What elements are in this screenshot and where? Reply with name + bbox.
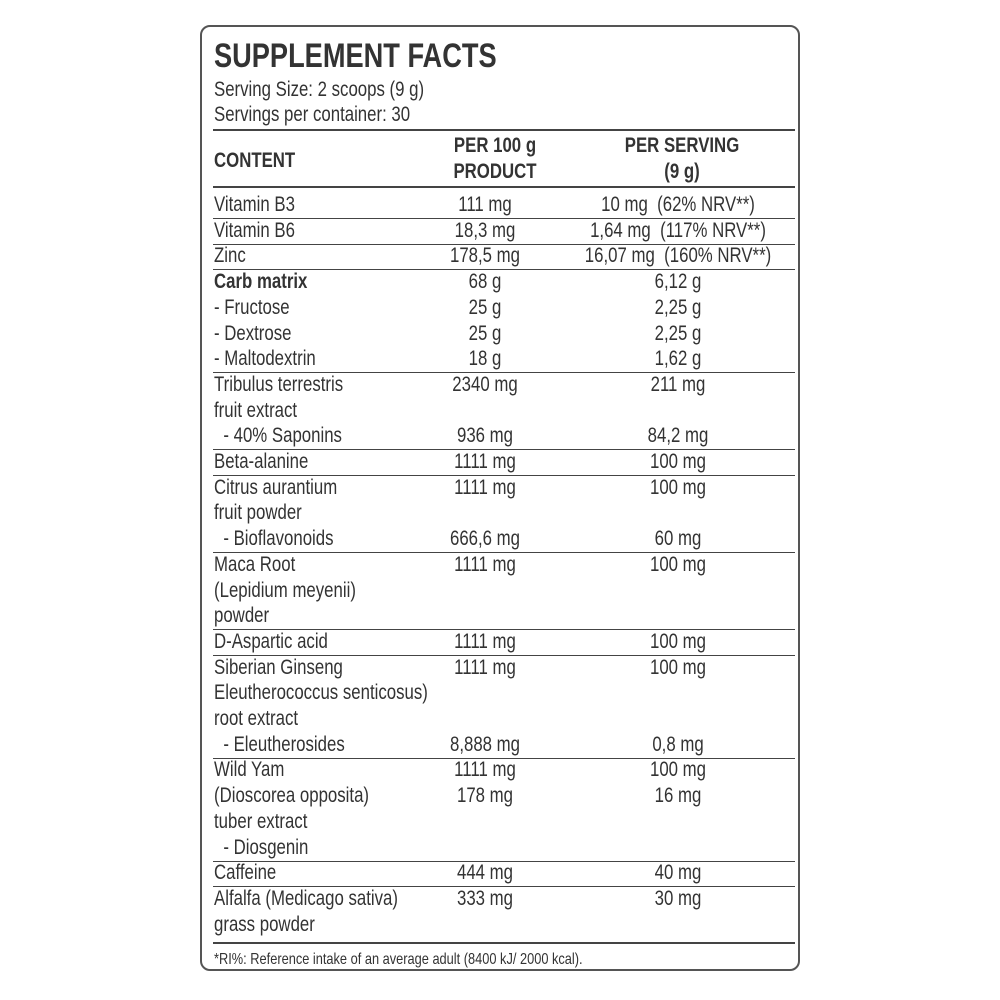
servings-per-container: Servings per container: 30: [214, 103, 411, 126]
ingredient-name: Vitamin B6: [214, 218, 295, 242]
serving-size: Serving Size: 2 scoops (9 g): [214, 78, 425, 101]
per-100g-value: 68 g: [468, 270, 502, 294]
ingredient-name: Beta-alanine: [214, 450, 309, 473]
per-100g-value: 1111 mg: [454, 655, 516, 679]
ingredient-name: (Dioscorea opposita): [214, 784, 370, 808]
divider: [213, 757, 795, 759]
ingredient-name: Carb matrix: [214, 270, 308, 294]
ingredient-name: - Maltodextrin: [214, 347, 316, 371]
ingredient-name: - Bioflavonoids: [214, 527, 334, 551]
per-serving-value: 0,8 mg: [652, 732, 704, 756]
per-serving-value: 100 mg: [649, 552, 707, 576]
ingredient-name: Caffeine: [214, 861, 277, 885]
ingredient-name: Tribulus terrestris: [214, 372, 344, 396]
divider: [213, 475, 795, 476]
per-serving-value: 1,62 g: [654, 347, 702, 371]
ingredient-name: - Dextrose: [214, 321, 292, 345]
footnote: *RI%: Reference intake of an average adu…: [214, 951, 583, 968]
ingredient-name: root extract: [214, 707, 299, 730]
per-serving-value: 100 mg: [649, 450, 707, 473]
per-100g-value: 444 mg: [456, 861, 514, 885]
per-serving-value: 84,2 mg: [647, 424, 709, 448]
per-serving-value: 2,25 g: [654, 321, 702, 345]
facts-panel: [200, 25, 800, 971]
divider: [213, 186, 795, 188]
column-header: CONTENT: [214, 149, 296, 172]
divider: [213, 269, 795, 271]
per-serving-value: 10 mg (62% NRV**): [601, 193, 755, 216]
per-100g-value: 178 mg: [456, 784, 514, 808]
per-100g-value: 111 mg: [458, 193, 512, 216]
ingredient-name: Zinc: [214, 244, 246, 268]
ingredient-name: Maca Root: [214, 552, 296, 576]
per-100g-value: 2340 mg: [452, 372, 518, 396]
ingredient-name: tuber extract: [214, 809, 308, 833]
divider: [213, 449, 795, 451]
ingredient-name: Alfalfa (Medicago sativa): [214, 886, 398, 910]
divider: [213, 552, 795, 554]
per-serving-value: 100 mg: [649, 655, 707, 679]
per-100g-value: 936 mg: [456, 424, 514, 448]
divider: [213, 218, 795, 219]
per-serving-value: 2,25 g: [654, 295, 702, 319]
divider: [213, 372, 795, 374]
divider: [213, 629, 795, 631]
per-100g-value: 1111 mg: [454, 758, 516, 782]
per-serving-value: 40 mg: [654, 861, 702, 885]
per-serving-value: 16,07 mg (160% NRV**): [584, 244, 772, 268]
ingredient-name: powder: [214, 604, 270, 628]
per-serving-value: 100 mg: [649, 758, 707, 782]
per-serving-value: 60 mg: [654, 527, 702, 551]
per-100g-value: 18 g: [468, 347, 502, 371]
per-100g-value: 333 mg: [456, 886, 514, 910]
per-serving-value: 16 mg: [654, 784, 702, 808]
per-serving-value: 100 mg: [649, 475, 707, 499]
ingredient-name: Wild Yam: [214, 758, 285, 782]
per-100g-value: 1111 mg: [454, 629, 516, 653]
per-100g-value: 1111 mg: [454, 552, 516, 576]
ingredient-name: grass powder: [214, 912, 315, 936]
per-100g-value: 18,3 mg: [454, 218, 516, 242]
ingredient-name: (Lepidium meyenii): [214, 578, 356, 602]
column-header: (9 g): [664, 160, 700, 183]
ingredient-name: Eleutherococcus senticosus): [214, 681, 428, 705]
ingredient-name: - Fructose: [214, 295, 290, 319]
per-serving-value: 1,64 mg (117% NRV**): [590, 218, 766, 242]
ingredient-name: Citrus aurantium: [214, 475, 338, 499]
column-header: PER SERVING: [624, 134, 740, 157]
divider: [213, 886, 795, 888]
ingredient-name: - Eleutherosides: [214, 732, 345, 756]
column-header: PER 100 g: [453, 134, 537, 157]
divider: [213, 860, 795, 862]
per-serving-value: 100 mg: [649, 629, 707, 653]
per-100g-value: 178,5 mg: [449, 244, 521, 268]
ingredient-name: D-Aspartic acid: [214, 629, 328, 653]
ingredient-name: - Diosgenin: [214, 835, 309, 859]
per-100g-value: 8,888 mg: [449, 732, 521, 756]
divider: [213, 129, 795, 131]
divider: [213, 243, 795, 245]
per-100g-value: 25 g: [468, 321, 502, 345]
ingredient-name: - 40% Saponins: [214, 424, 342, 448]
ingredient-name: fruit extract: [214, 398, 298, 422]
column-header: PRODUCT: [453, 160, 537, 183]
per-100g-value: 666,6 mg: [449, 527, 521, 551]
ingredient-name: fruit powder: [214, 501, 302, 525]
divider: [213, 941, 795, 944]
per-100g-value: 1111 mg: [454, 475, 516, 499]
per-serving-value: 211 mg: [650, 372, 706, 396]
divider: [213, 654, 795, 656]
ingredient-name: Siberian Ginseng: [214, 655, 343, 679]
per-serving-value: 6,12 g: [654, 270, 702, 294]
title: SUPPLEMENT FACTS: [214, 37, 497, 75]
per-100g-value: 25 g: [468, 295, 502, 319]
ingredient-name: Vitamin B3: [214, 193, 295, 216]
per-100g-value: 1111 mg: [454, 450, 516, 473]
per-serving-value: 30 mg: [654, 886, 702, 910]
